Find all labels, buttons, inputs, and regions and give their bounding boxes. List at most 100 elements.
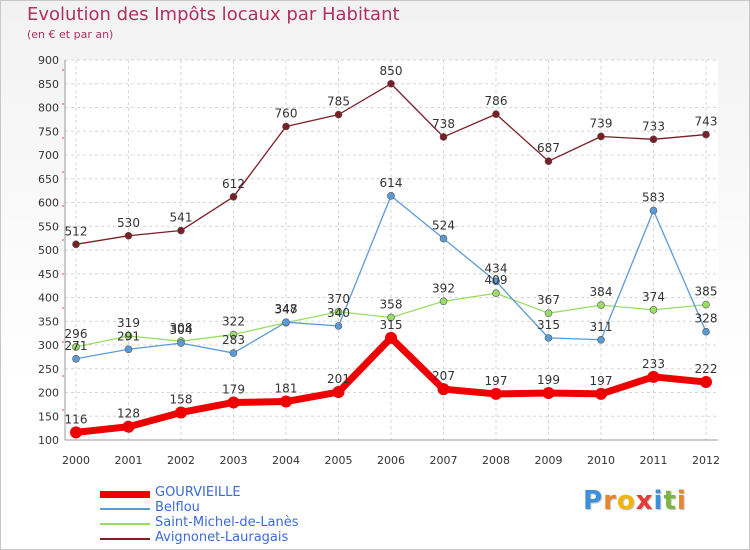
legend-label: Avignonet-Lauragais (155, 530, 289, 545)
data-point (280, 395, 292, 408)
data-point (227, 396, 240, 409)
data-point (490, 387, 502, 400)
data-label: 319 (117, 316, 140, 330)
x-tick-label: 2009 (535, 454, 563, 467)
y-tick-label: 900 (38, 54, 59, 67)
data-point (282, 318, 290, 327)
data-point (439, 234, 448, 243)
y-tick-label: 850 (38, 78, 59, 91)
data-label: 233 (642, 357, 665, 371)
data-label: 541 (170, 211, 193, 225)
data-label: 311 (590, 320, 613, 334)
data-point (229, 330, 238, 339)
x-tick-label: 2010 (587, 454, 615, 467)
data-label: 370 (327, 292, 350, 306)
data-point (597, 335, 605, 344)
logo-letter: t (663, 486, 677, 516)
data-point (702, 327, 710, 336)
data-point (597, 301, 605, 309)
legend-label: Belflou (155, 500, 200, 515)
data-point (597, 132, 605, 141)
y-tick-label: 250 (38, 363, 59, 376)
data-point (124, 345, 133, 354)
data-label: 409 (485, 273, 508, 287)
legend-swatch (100, 490, 150, 498)
data-label: 850 (380, 64, 403, 78)
data-label: 308 (170, 321, 193, 335)
y-tick-label: 700 (38, 149, 59, 162)
logo-letter: P (583, 486, 604, 516)
data-point (439, 133, 448, 141)
data-label: 158 (170, 392, 193, 406)
y-tick-label: 600 (38, 197, 59, 210)
data-point (387, 192, 395, 200)
y-tick-label: 200 (38, 387, 59, 400)
chart-subtitle: (en € et par an) (27, 28, 114, 41)
data-point (544, 157, 553, 165)
data-label: 434 (485, 261, 508, 275)
y-tick-label: 400 (38, 292, 59, 305)
proxiti-logo: Proxiti (583, 486, 687, 516)
data-point (334, 110, 343, 119)
logo-letter: i (676, 486, 687, 516)
y-tick-label: 500 (38, 244, 59, 257)
data-point (542, 386, 555, 399)
x-tick-label: 2000 (62, 454, 90, 467)
x-tick-label: 2001 (115, 454, 143, 467)
y-tick-label: 450 (38, 268, 59, 281)
data-label: 612 (222, 177, 245, 191)
x-tick-label: 2002 (167, 454, 195, 467)
data-point (387, 313, 395, 322)
y-tick-label: 350 (38, 315, 59, 328)
x-tick-label: 2007 (430, 454, 458, 467)
data-point (595, 387, 607, 400)
data-label: 785 (327, 95, 350, 109)
data-label: 315 (380, 318, 403, 332)
data-point (387, 79, 395, 88)
data-label: 614 (380, 176, 403, 190)
data-label: 207 (432, 369, 455, 383)
data-point (177, 339, 185, 347)
data-label: 738 (432, 117, 455, 131)
data-point (649, 306, 658, 314)
data-point (647, 370, 660, 383)
chart-title: Evolution des Impôts locaux par Habitant (27, 4, 400, 25)
data-label: 116 (65, 412, 88, 426)
data-label: 743 (695, 115, 718, 129)
data-point (70, 426, 82, 439)
data-label: 340 (327, 306, 350, 320)
data-point (282, 122, 290, 131)
data-label: 271 (65, 339, 88, 353)
data-label: 296 (65, 327, 88, 341)
data-point (437, 383, 450, 396)
x-tick-label: 2008 (482, 454, 510, 467)
x-tick-label: 2005 (325, 454, 353, 467)
legend-swatch (100, 508, 150, 510)
x-tick-label: 2012 (692, 454, 720, 467)
data-point (385, 331, 397, 344)
data-label: 201 (327, 372, 350, 386)
x-tick-label: 2006 (377, 454, 405, 467)
data-point (649, 135, 658, 144)
legend-label: Saint-Michel-de-Lanès (155, 515, 299, 530)
data-point (124, 231, 133, 240)
data-label: 512 (65, 224, 88, 238)
data-label: 524 (432, 219, 455, 233)
logo-letter: x (635, 486, 654, 516)
logo-letter: r (603, 486, 617, 516)
data-label: 358 (380, 297, 403, 311)
data-label: 348 (275, 302, 298, 316)
data-point (702, 130, 710, 139)
data-point (72, 354, 80, 363)
y-tick-label: 800 (38, 102, 59, 115)
y-tick-label: 750 (38, 125, 59, 138)
y-tick-label: 300 (38, 339, 59, 352)
data-label: 530 (117, 216, 140, 230)
data-label: 385 (695, 285, 718, 299)
data-point (122, 420, 135, 433)
data-label: 304 (170, 323, 193, 337)
y-tick-label: 550 (38, 220, 59, 233)
data-point (332, 386, 345, 399)
data-label: 222 (695, 362, 718, 376)
